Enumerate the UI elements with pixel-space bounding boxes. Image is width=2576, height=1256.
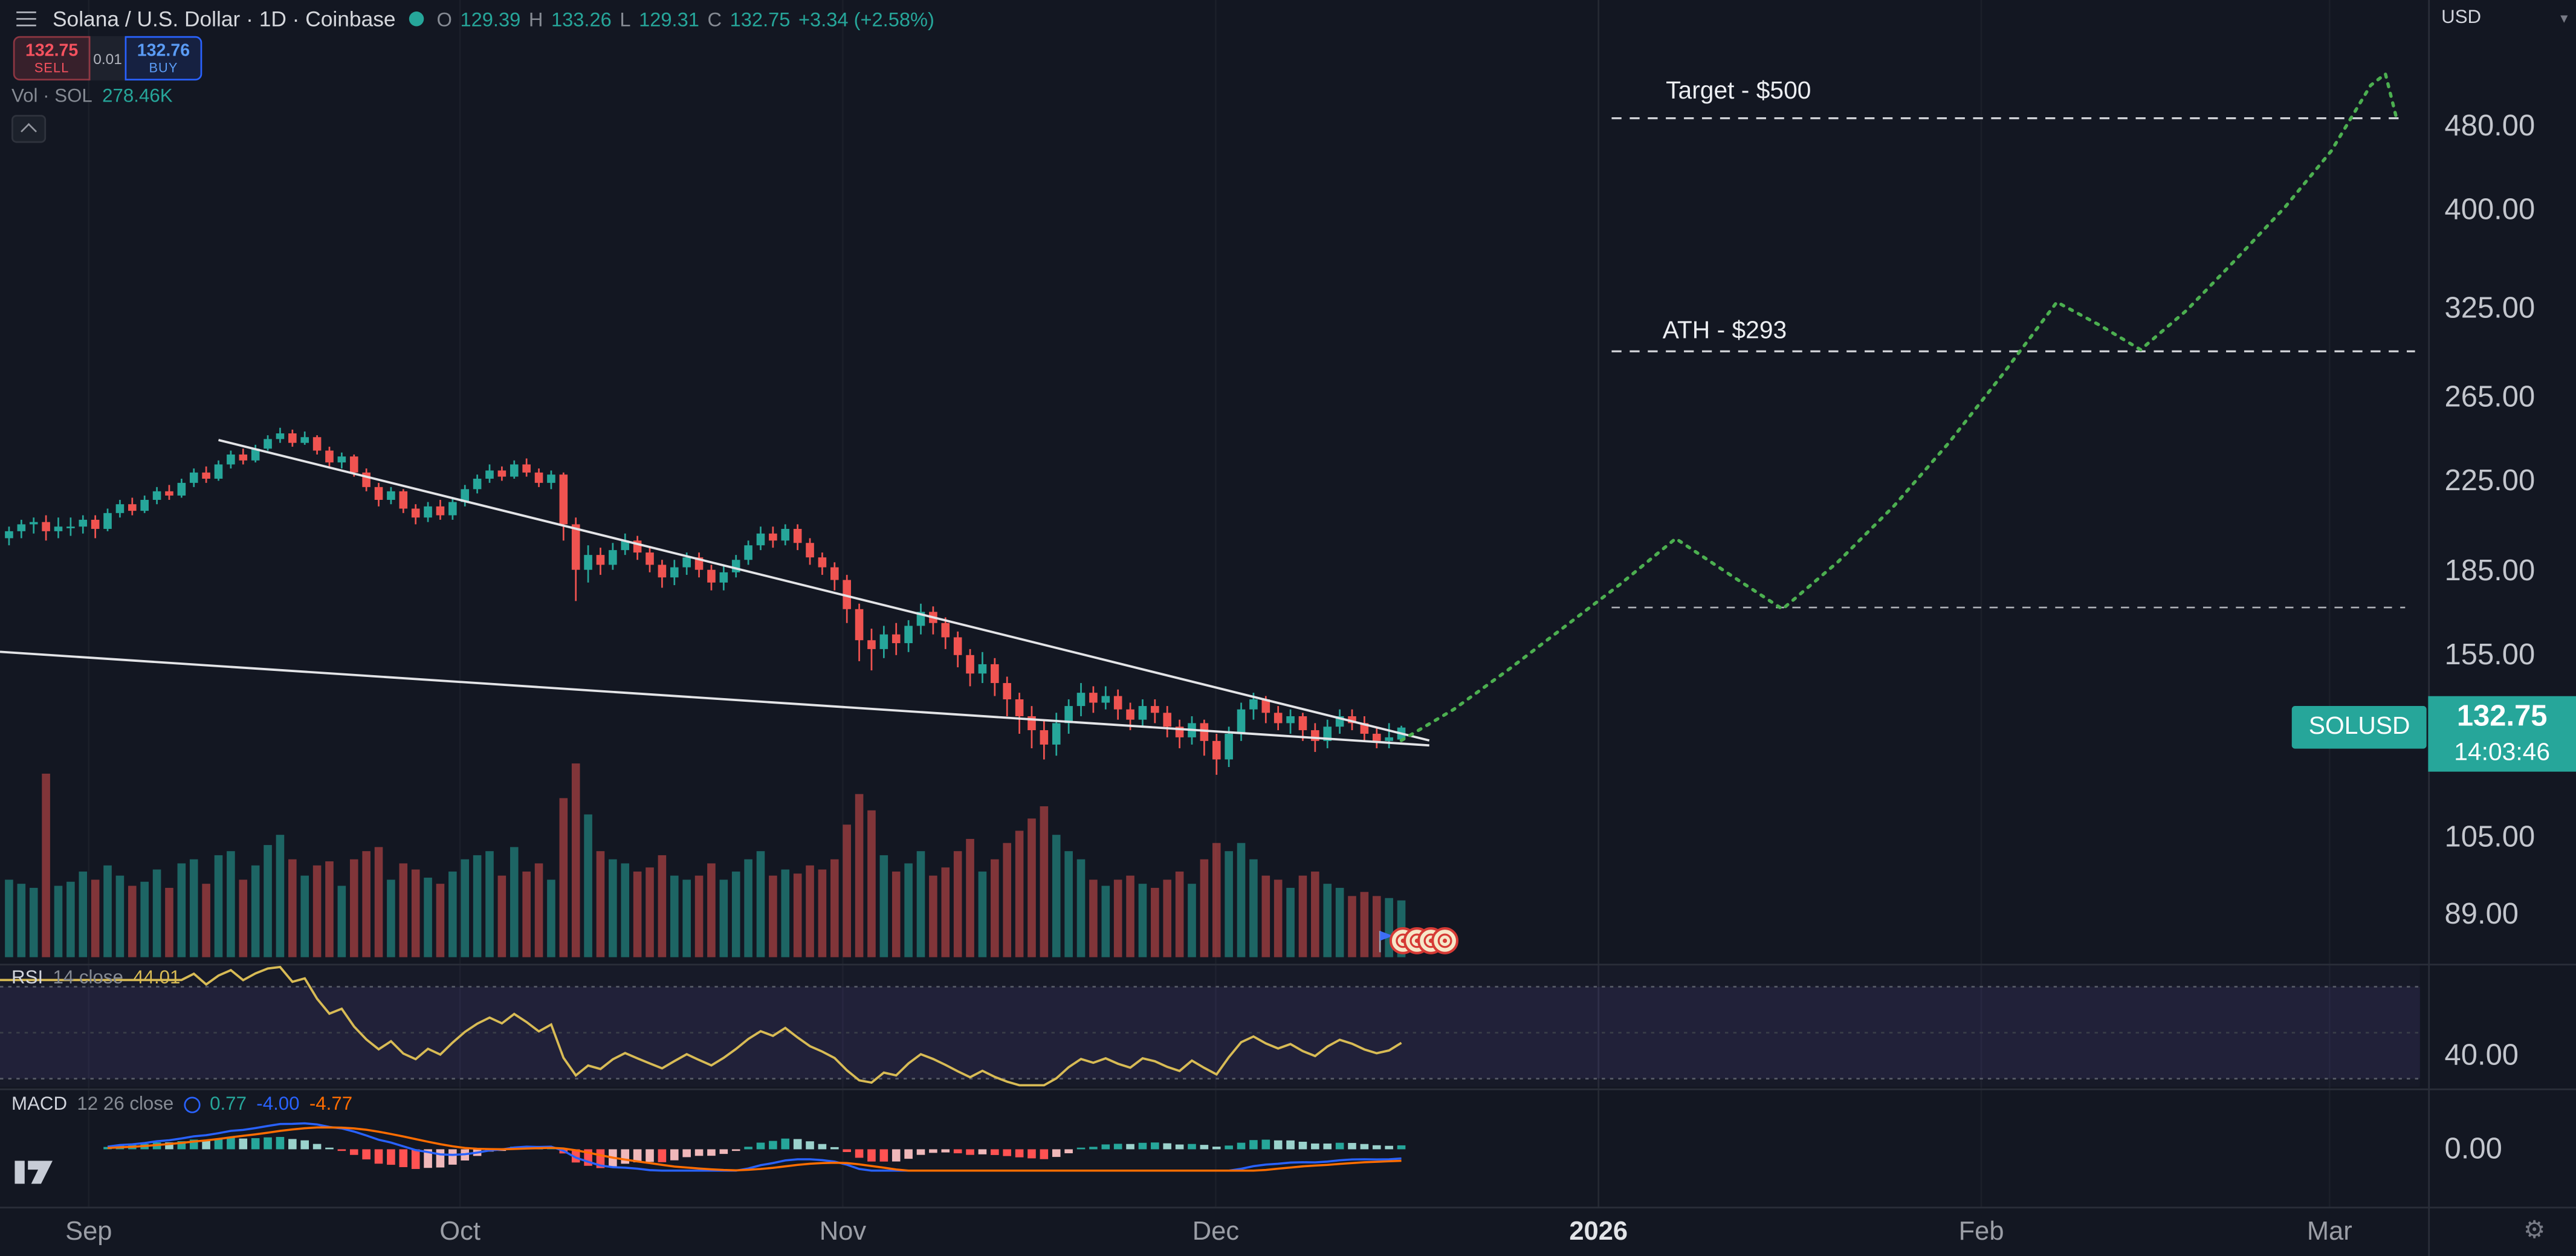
trendlines-layer	[0, 439, 1430, 747]
low-label: L	[620, 7, 631, 31]
price-axis-label: 225.00	[2444, 464, 2536, 497]
time-axis-label: Mar	[2306, 1218, 2352, 1246]
collapse-panel-button[interactable]	[11, 115, 47, 143]
price-axis-label: 480.00	[2444, 109, 2536, 142]
low-value: 129.31	[639, 7, 699, 31]
price-axis-label: 400.00	[2444, 193, 2536, 226]
ohlc-values: O 129.39 H 133.26 L 129.31 C 132.75 +3.3…	[437, 7, 934, 30]
rsi-indicator-label[interactable]: RSI 14 close 44.01	[11, 969, 180, 989]
time-axis[interactable]: Sep Oct Nov Dec 2026 Feb Mar	[0, 1208, 2576, 1256]
market-status-icon	[409, 11, 424, 27]
macd-indicator-label[interactable]: MACD 12 26 close 0.77 -4.00 -4.77	[11, 1095, 352, 1115]
macd-values: 0.77 -4.00 -4.77	[210, 1095, 352, 1115]
macd-value: -4.77	[309, 1095, 353, 1115]
macd-lines-layer	[107, 1122, 1402, 1172]
currency-selector[interactable]: USD ▾	[2430, 0, 2576, 36]
high-value: 133.26	[551, 7, 612, 31]
emoji-annotation[interactable]	[1379, 927, 1459, 954]
rsi-value: 44.01	[133, 968, 181, 989]
price-axis-label: 0.00	[2444, 1131, 2502, 1165]
macd-value: -4.00	[256, 1095, 300, 1115]
price-axis-label: 155.00	[2444, 638, 2536, 671]
buy-button[interactable]: 132.76 BUY	[125, 36, 202, 81]
price-axis-label: 325.00	[2444, 291, 2536, 325]
tradingview-logo[interactable]	[13, 1154, 56, 1199]
rsi-title: RSI	[11, 968, 44, 989]
last-price-value: 132.75	[2456, 699, 2548, 733]
sell-price: 132.75	[25, 40, 79, 60]
ath-label[interactable]: ATH - $293	[1662, 317, 1787, 345]
price-axis-label: 185.00	[2444, 554, 2536, 588]
time-axis-label: 2026	[1569, 1218, 1628, 1246]
rsi-params: 14 close	[53, 968, 123, 989]
chevron-down-icon: ▾	[2560, 8, 2568, 26]
currency-value: USD	[2441, 8, 2482, 28]
bar-countdown: 14:03:46	[2454, 739, 2551, 767]
macd-params: 12 26 close	[77, 1095, 174, 1115]
rsi-line-layer	[0, 965, 1402, 1087]
close-value: 132.75	[730, 7, 791, 31]
macd-hist-layer	[103, 1137, 1406, 1170]
open-value: 129.39	[460, 7, 521, 31]
menu-icon[interactable]	[13, 8, 39, 30]
sell-button[interactable]: 132.75 SELL	[13, 36, 91, 81]
sell-label: SELL	[34, 60, 70, 75]
target-label[interactable]: Target - $500	[1666, 77, 1811, 105]
gridlines-layer	[1597, 0, 1600, 1207]
price-axis-label: 40.00	[2444, 1038, 2519, 1072]
projection-layer	[1399, 71, 2399, 742]
time-axis-label: Sep	[65, 1218, 112, 1246]
chevron-up-icon	[21, 123, 37, 140]
open-label: O	[436, 7, 452, 31]
symbol-title[interactable]: Solana / U.S. Dollar · 1D · Coinbase	[52, 6, 396, 31]
time-axis-label: Dec	[1192, 1218, 1240, 1246]
macd-source-icon	[183, 1096, 200, 1113]
rsi-band-layer	[0, 965, 2420, 1087]
volume-indicator-label: Vol · SOL 278.46K	[11, 87, 173, 107]
change-value: +3.34 (+2.58%)	[798, 7, 934, 31]
settings-gear-icon[interactable]: ⚙	[2523, 1216, 2546, 1245]
high-label: H	[528, 7, 543, 31]
time-axis-label: Feb	[1958, 1218, 2004, 1246]
volume-layer	[5, 763, 1406, 957]
trade-widget: 132.75 SELL 0.01 132.76 BUY	[13, 36, 202, 81]
volume-value: 278.46K	[102, 86, 173, 107]
symbol-price-label: SOLUSD	[2292, 706, 2427, 749]
buy-price: 132.76	[137, 40, 190, 60]
last-price-badge: 132.75 14:03:46	[2428, 696, 2576, 772]
time-axis-label: Oct	[439, 1218, 481, 1246]
volume-label: Vol · SOL	[11, 86, 92, 107]
buy-label: BUY	[149, 60, 178, 75]
macd-value: 0.77	[210, 1095, 247, 1115]
time-axis-label: Nov	[819, 1218, 867, 1246]
annotation-lines-layer	[1611, 117, 2415, 609]
price-axis-label: 265.00	[2444, 380, 2536, 413]
price-axis[interactable]: 480.00 400.00 325.00 265.00 225.00 185.00 155.…	[2430, 0, 2576, 1256]
price-axis-label: 105.00	[2444, 820, 2536, 853]
chart-header: Solana / U.S. Dollar · 1D · Coinbase O 1…	[13, 7, 934, 31]
spread-value: 0.01	[90, 36, 125, 81]
candles-layer	[5, 427, 1406, 775]
macd-title: MACD	[11, 1095, 68, 1115]
price-axis-label: 89.00	[2444, 897, 2519, 930]
close-label: C	[707, 7, 722, 31]
